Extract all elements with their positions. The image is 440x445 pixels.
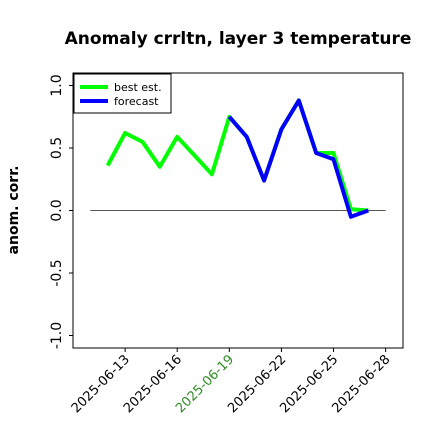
chart-title: Anomaly crrltn, layer 3 temperature: [65, 29, 412, 49]
series-layer: [105, 98, 369, 219]
y-tick-label: 0.5: [49, 137, 65, 159]
legend-label-best-est: best est.: [114, 81, 162, 94]
y-axis-ticks: -1.0 -0.5 0.0 0.5 1.0: [49, 74, 73, 349]
y-tick-label: 1.0: [49, 74, 65, 96]
series-line-forecast: [227, 98, 369, 219]
y-tick-label: -1.0: [49, 322, 65, 349]
y-axis-label: anom. corr.: [6, 166, 22, 255]
plot-frame: [72, 72, 404, 349]
y-tick-label: 0.0: [49, 199, 65, 221]
legend: best est. forecast: [73, 73, 172, 114]
y-tick-label: -0.5: [49, 259, 65, 286]
legend-label-forecast: forecast: [114, 95, 159, 108]
legend-box: [73, 73, 172, 114]
